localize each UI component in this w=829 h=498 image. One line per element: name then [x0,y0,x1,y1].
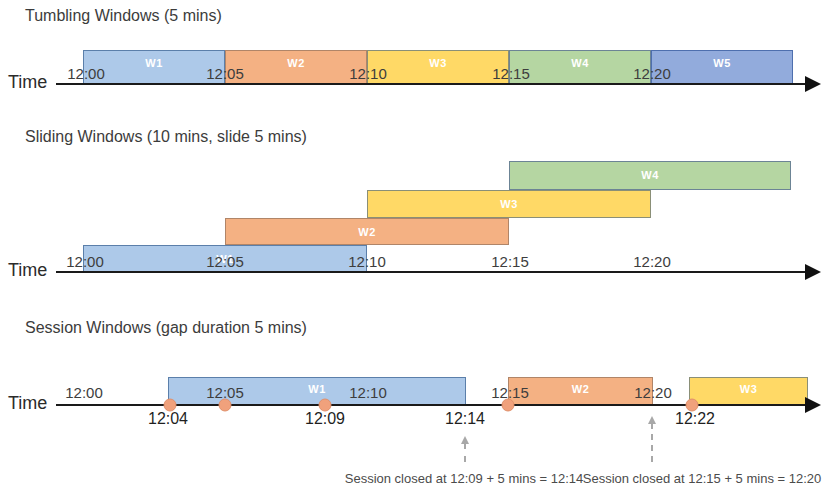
annotation-text: Session closed at 12:15 + 5 mins = 12:20 [583,471,822,486]
window-label: W1 [84,57,224,69]
tick-label: 12:20 [634,384,672,402]
window-label: W3 [368,198,650,210]
timeline-axis [56,271,806,273]
annotation-text: Session closed at 12:09 + 5 mins = 12:14 [345,471,584,486]
windowing-strategies-diagram: Tumbling Windows (5 mins)TimeW1W2W3W4W51… [0,0,829,498]
tick-label: 12:10 [349,384,387,402]
window-label: W2 [509,383,652,395]
tick-label: 12:15 [491,384,529,402]
window-label: W4 [510,169,790,181]
window-label: W4 [510,57,650,69]
time-axis-label: Time [8,260,47,281]
panel-title-session: Session Windows (gap duration 5 mins) [25,319,307,337]
tick-label: 12:10 [348,253,386,271]
window-bar-tumbling-w3: W3 [367,50,509,84]
tick-label: 12:05 [206,384,244,402]
window-bar-tumbling-w2: W2 [225,50,367,84]
window-bar-tumbling-w4: W4 [509,50,651,84]
window-bar-tumbling-w5: W5 [651,50,793,84]
window-bar-sliding-w3: W3 [367,190,651,218]
window-label: W3 [368,57,508,69]
panel-title-tumbling: Tumbling Windows (5 mins) [25,7,222,25]
tick-label: 12:05 [206,65,244,83]
window-label: W2 [226,57,366,69]
tick-label: 12:00 [66,253,104,271]
event-time-label: 12:22 [675,410,715,428]
panel-title-sliding: Sliding Windows (10 mins, slide 5 mins) [25,128,307,146]
tick-label: 12:15 [492,65,530,83]
tick-label: 12:10 [349,65,387,83]
timeline-axis [56,83,806,85]
event-time-label: 12:14 [445,410,485,428]
axis-arrow-icon [805,76,821,92]
window-bar-sliding-w2: W2 [225,218,509,245]
tick-label: 12:00 [67,65,105,83]
window-label: W3 [690,383,807,395]
tick-label: 12:20 [633,253,671,271]
window-bar-sliding-w4: W4 [509,161,791,190]
window-bar-session-w2: W2 [508,377,653,405]
event-time-label: 12:04 [148,410,188,428]
axis-arrow-icon [805,397,821,413]
event-time-label: 12:09 [305,410,345,428]
tick-label: 12:20 [633,65,671,83]
annotation-arrow [651,423,653,462]
annotation-arrow [464,443,466,462]
window-bar-session-w3: W3 [689,377,808,405]
axis-arrow-icon [805,264,821,280]
window-label: W5 [652,57,792,69]
window-label: W2 [226,226,508,238]
tick-label: 12:05 [206,253,244,271]
tick-label: 12:00 [65,384,103,402]
tick-label: 12:15 [491,253,529,271]
time-axis-label: Time [8,72,47,93]
time-axis-label: Time [8,393,47,414]
